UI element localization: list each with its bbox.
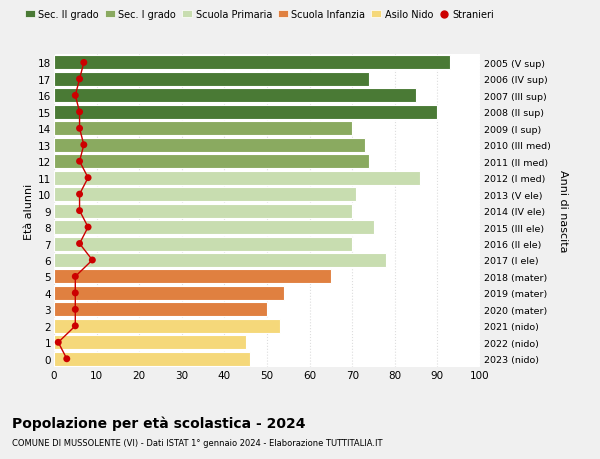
- Legend: Sec. II grado, Sec. I grado, Scuola Primaria, Scuola Infanzia, Asilo Nido, Stran: Sec. II grado, Sec. I grado, Scuola Prim…: [25, 10, 494, 20]
- Bar: [54, 303, 267, 317]
- Point: [75, 158, 85, 166]
- Text: Popolazione per età scolastica - 2024: Popolazione per età scolastica - 2024: [12, 415, 305, 430]
- Point: [62, 355, 71, 363]
- Point: [75, 207, 85, 215]
- Bar: [54, 237, 352, 251]
- Bar: [54, 253, 386, 268]
- Bar: [54, 106, 437, 119]
- Bar: [54, 352, 250, 366]
- Point: [53, 339, 63, 346]
- Point: [75, 125, 85, 133]
- Bar: [54, 221, 373, 235]
- Bar: [54, 204, 352, 218]
- Text: COMUNE DI MUSSOLENTE (VI) - Dati ISTAT 1° gennaio 2024 - Elaborazione TUTTITALIA: COMUNE DI MUSSOLENTE (VI) - Dati ISTAT 1…: [12, 438, 383, 448]
- Bar: [54, 73, 369, 87]
- Bar: [54, 89, 416, 103]
- Point: [71, 323, 80, 330]
- Bar: [54, 155, 369, 169]
- Point: [75, 109, 85, 116]
- Point: [83, 174, 93, 182]
- Point: [83, 224, 93, 231]
- Bar: [54, 122, 352, 136]
- Bar: [54, 336, 246, 350]
- Bar: [54, 270, 331, 284]
- Point: [79, 142, 89, 149]
- Bar: [54, 188, 356, 202]
- Point: [75, 241, 85, 248]
- Point: [71, 306, 80, 313]
- Point: [71, 290, 80, 297]
- Bar: [54, 139, 365, 152]
- Bar: [54, 56, 450, 70]
- Bar: [54, 171, 421, 185]
- Point: [75, 191, 85, 198]
- Point: [88, 257, 97, 264]
- Point: [75, 76, 85, 84]
- Bar: [54, 319, 280, 333]
- Point: [71, 273, 80, 280]
- Y-axis label: Età alunni: Età alunni: [24, 183, 34, 239]
- Y-axis label: Anni di nascita: Anni di nascita: [558, 170, 568, 252]
- Point: [71, 92, 80, 100]
- Bar: [54, 286, 284, 300]
- Point: [79, 60, 89, 67]
